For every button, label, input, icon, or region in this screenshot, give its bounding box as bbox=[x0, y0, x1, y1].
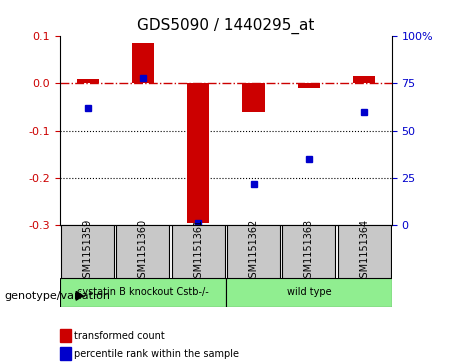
Text: genotype/variation: genotype/variation bbox=[5, 291, 111, 301]
Bar bbox=[132, 44, 154, 83]
FancyBboxPatch shape bbox=[227, 225, 280, 278]
FancyBboxPatch shape bbox=[226, 278, 392, 307]
FancyBboxPatch shape bbox=[337, 225, 391, 278]
Text: GSM1151363: GSM1151363 bbox=[304, 219, 314, 284]
Text: GSM1151364: GSM1151364 bbox=[359, 219, 369, 284]
Polygon shape bbox=[60, 329, 71, 342]
Bar bbox=[242, 83, 265, 112]
Text: transformed count: transformed count bbox=[74, 331, 165, 341]
Bar bbox=[353, 76, 375, 83]
Text: GSM1151360: GSM1151360 bbox=[138, 219, 148, 284]
FancyBboxPatch shape bbox=[171, 225, 225, 278]
Title: GDS5090 / 1440295_at: GDS5090 / 1440295_at bbox=[137, 17, 314, 33]
FancyBboxPatch shape bbox=[60, 278, 226, 307]
Bar bbox=[298, 83, 320, 88]
Text: percentile rank within the sample: percentile rank within the sample bbox=[74, 349, 239, 359]
Text: GSM1151361: GSM1151361 bbox=[193, 219, 203, 284]
Bar bbox=[187, 83, 209, 223]
Text: wild type: wild type bbox=[287, 287, 331, 297]
Polygon shape bbox=[60, 347, 71, 360]
Text: GSM1151362: GSM1151362 bbox=[248, 219, 259, 284]
Polygon shape bbox=[76, 291, 83, 300]
FancyBboxPatch shape bbox=[61, 225, 114, 278]
FancyBboxPatch shape bbox=[116, 225, 170, 278]
Text: cystatin B knockout Cstb-/-: cystatin B knockout Cstb-/- bbox=[77, 287, 209, 297]
FancyBboxPatch shape bbox=[282, 225, 336, 278]
Text: GSM1151359: GSM1151359 bbox=[83, 219, 93, 284]
Bar bbox=[77, 79, 99, 83]
